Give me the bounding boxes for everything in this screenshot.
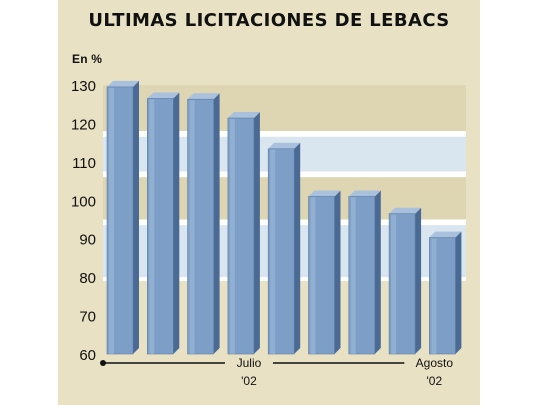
bar-side [455, 231, 462, 354]
y-tick-label: 130 [71, 78, 96, 95]
bar [227, 112, 260, 355]
y-tick-label: 100 [71, 193, 96, 210]
bars [106, 80, 462, 355]
bar [147, 92, 180, 355]
bar-side [415, 207, 422, 354]
bar-top [147, 92, 180, 99]
x-annotation-month: Agosto [416, 356, 454, 370]
bar-highlight [149, 99, 155, 354]
bar-top [348, 190, 381, 197]
bar-highlight [391, 214, 397, 354]
x-annotation-year: '02 [427, 374, 443, 388]
bar-top [187, 93, 220, 100]
y-tick-label: 120 [71, 116, 96, 133]
bar [308, 190, 341, 355]
bar-side [294, 142, 301, 354]
y-tick-label: 70 [79, 309, 96, 326]
bar-top [107, 80, 139, 87]
band-white-1 [103, 131, 466, 137]
x-axis: Julio '02 Agosto '02 [100, 356, 453, 388]
bar-highlight [431, 238, 437, 354]
bar-top [227, 112, 260, 119]
y-tick-label: 80 [79, 270, 96, 287]
bar-side [173, 92, 180, 354]
bar [388, 207, 422, 355]
bar-side [253, 112, 260, 354]
unit-label: En % [72, 52, 103, 66]
bar [106, 80, 139, 355]
bar-top [308, 190, 341, 197]
bar-highlight [310, 197, 316, 354]
x-annotation-month: Julio [237, 356, 262, 370]
bar-side [334, 190, 341, 354]
y-tick-label: 110 [72, 155, 96, 172]
bar-highlight [270, 149, 276, 354]
bar-highlight [229, 119, 235, 354]
bar-top [429, 231, 462, 238]
y-axis-ticks: 60 70 80 90 100 110 120 130 [71, 78, 96, 364]
bar [267, 142, 301, 355]
bar-side [213, 93, 220, 355]
bar-top [389, 207, 422, 214]
bar-side [133, 80, 139, 355]
bar [187, 93, 220, 355]
x-annotation-year: '02 [241, 374, 257, 388]
bar-highlight [109, 87, 114, 355]
chart-title: ULTIMAS LICITACIONES DE LEBACS [88, 10, 450, 31]
bar [348, 190, 381, 355]
bar [429, 231, 462, 355]
bar-highlight [350, 197, 356, 354]
y-tick-label: 60 [79, 347, 96, 364]
bar-side [374, 190, 381, 354]
bar-top [268, 142, 301, 149]
bar-highlight [189, 100, 195, 355]
y-tick-label: 90 [79, 232, 96, 249]
